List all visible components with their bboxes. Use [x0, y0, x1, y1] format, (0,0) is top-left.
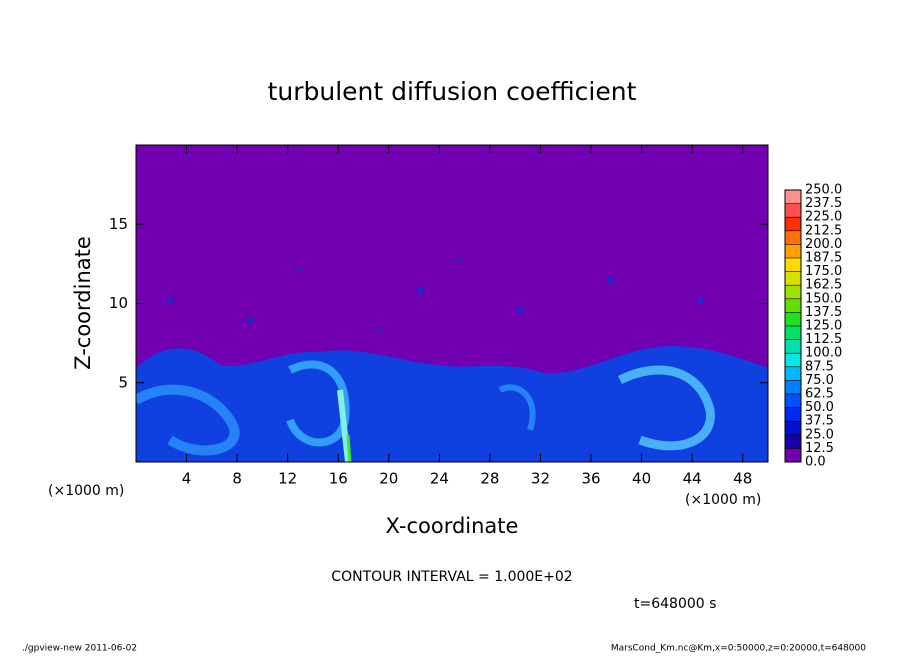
x-tick-label: 44 [683, 470, 702, 488]
field [136, 258, 768, 462]
colorbar-band [785, 407, 801, 422]
colorbar-frame [784, 189, 802, 463]
colorbar-band [785, 366, 801, 381]
colorbar-label: 37.5 [805, 414, 834, 429]
footer-left: ./gpview-new 2011-06-02 [22, 644, 137, 654]
x-unit: (×1000 m) [48, 483, 124, 499]
x-tick-label: 36 [581, 470, 600, 488]
colorbar-label: 25.0 [805, 427, 834, 442]
colorbar-label: 250.0 [805, 183, 842, 198]
colorbar-label: 237.5 [805, 196, 842, 211]
colorbar-label: 137.5 [805, 305, 842, 320]
colorbar-label: 150.0 [805, 291, 842, 306]
x-tick-label: 20 [379, 470, 398, 488]
colorbar-band [785, 298, 801, 313]
x-tick-label: 48 [733, 470, 752, 488]
chart-title: turbulent diffusion coefficient [268, 77, 637, 106]
colorbar-label: 212.5 [805, 223, 842, 238]
footer-right: MarsCond_Km.nc@Km,x=0:50000,z=0:20000,t=… [611, 644, 866, 654]
colorbar-label: 50.0 [805, 400, 834, 415]
colorbar-label: 100.0 [805, 346, 842, 361]
colorbar-band [785, 244, 801, 258]
x-tick-label: 40 [632, 470, 651, 488]
x-tick-label: 16 [329, 470, 348, 488]
colorbar-band [785, 326, 801, 340]
x-tick-label: 8 [232, 470, 242, 488]
colorbar-band [785, 448, 801, 462]
colorbar-band [785, 271, 801, 286]
colorbar-label: 75.0 [805, 373, 834, 388]
colorbar-band [785, 203, 801, 218]
x-tick-label: 12 [278, 470, 297, 488]
colorbar-label: 12.5 [805, 441, 834, 456]
colorbar-band [785, 230, 801, 245]
colorbar-label: 162.5 [805, 278, 842, 293]
y-tick-label: 5 [118, 373, 128, 391]
colorbar-label: 62.5 [805, 387, 834, 402]
y-tick-label: 15 [109, 215, 128, 233]
colorbar-label: 87.5 [805, 359, 834, 374]
y-axis-label: Z-coordinate [71, 236, 95, 370]
colorbar-band [785, 339, 801, 354]
colorbar-band [785, 353, 801, 367]
colorbar-band [785, 190, 801, 204]
colorbar-band [785, 434, 801, 449]
x-unit: (×1000 m) [685, 492, 761, 508]
y-tick-label: 10 [109, 294, 128, 312]
colorbar-label: 112.5 [805, 332, 842, 347]
colorbar-label: 187.5 [805, 251, 842, 266]
time-label: t=648000 s [634, 596, 716, 612]
colorbar-label: 200.0 [805, 237, 842, 252]
colorbar-label: 225.0 [805, 210, 842, 225]
colorbar-band [785, 421, 801, 435]
colorbar-band [785, 285, 801, 299]
colorbar-band [785, 217, 801, 231]
colorbar-band [785, 380, 801, 394]
x-tick-label: 28 [480, 470, 499, 488]
colorbar-label: 0.0 [805, 455, 826, 470]
colorbar-label: 175.0 [805, 264, 842, 279]
colorbar-band [785, 394, 801, 408]
contour-interval: CONTOUR INTERVAL = 1.000E+02 [331, 569, 572, 585]
colorbar-band [785, 258, 801, 272]
x-axis-label: X-coordinate [386, 514, 519, 538]
x-tick-label: 4 [182, 470, 192, 488]
colorbar-band [785, 312, 801, 326]
colorbar-label: 125.0 [805, 319, 842, 334]
x-tick-label: 24 [430, 470, 449, 488]
x-tick-label: 32 [531, 470, 550, 488]
